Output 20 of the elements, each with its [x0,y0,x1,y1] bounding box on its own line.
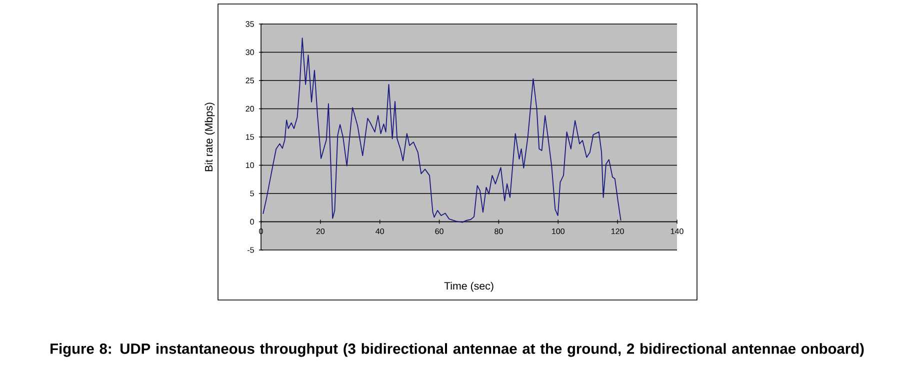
y-tick-label: 15 [246,134,254,140]
y-tick-label: -5 [248,247,254,253]
line-series [262,38,622,223]
x-tick-label: 80 [494,228,503,234]
y-axis-title: Bit rate (Mbps) [204,102,215,172]
y-tick-label: 10 [246,162,254,168]
x-tick-label: 140 [670,228,684,234]
text: Figure 8: UDP instantaneous throughput (3 bidirectional antennae at the ground, 2 bidirectional antennae onboard) [50,343,864,357]
x-tick-label: 100 [552,228,565,234]
x-tick-label: 20 [316,228,325,234]
x-tick-label: 120 [612,228,624,234]
y-tick-label: 20 [246,106,254,112]
x-tick-label: 60 [435,228,444,234]
y-tick-label: 5 [250,190,254,196]
y-tick-label: 0 [250,218,254,225]
y-tick-label: 35 [246,21,254,27]
y-tick-label: 25 [246,78,254,84]
x-axis-title: Time (sec) [444,282,494,292]
x-tick-label: 40 [376,228,384,234]
y-tick-label: 30 [246,49,254,56]
